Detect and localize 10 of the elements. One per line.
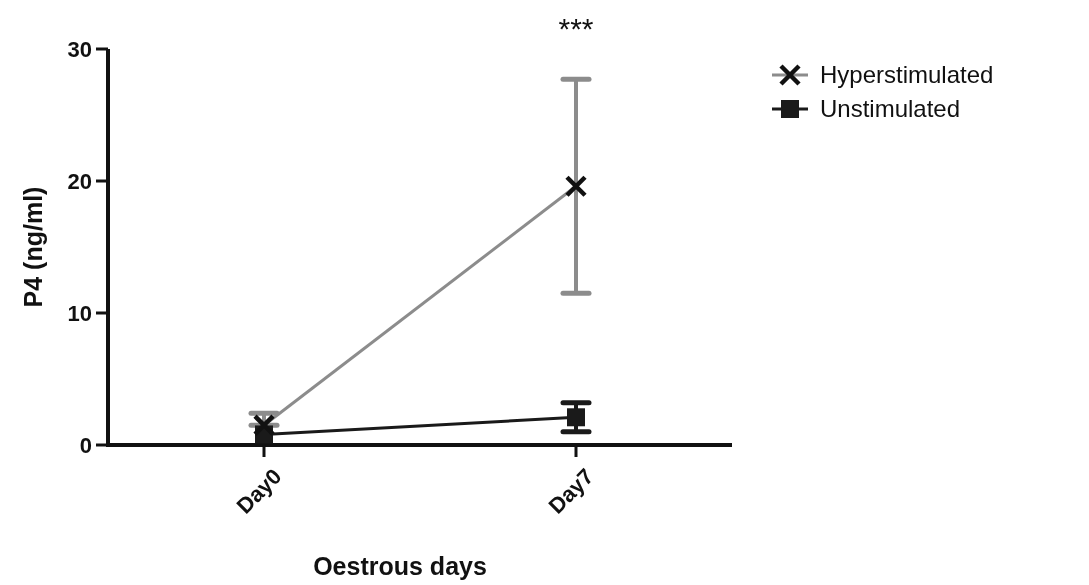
legend-label: Unstimulated [820, 95, 961, 123]
y-axis-title: P4 (ng/ml) [19, 186, 47, 308]
legend-label: Hyperstimulated [820, 61, 994, 89]
text: *** [558, 12, 594, 45]
y-tick-label: 20 [67, 168, 92, 194]
x-axis-title: Oestrous days [313, 552, 487, 580]
point [567, 408, 585, 427]
y-tick-label: 30 [67, 36, 92, 62]
y-tick-label: 0 [79, 432, 92, 458]
y-tick-label: 10 [67, 300, 92, 326]
